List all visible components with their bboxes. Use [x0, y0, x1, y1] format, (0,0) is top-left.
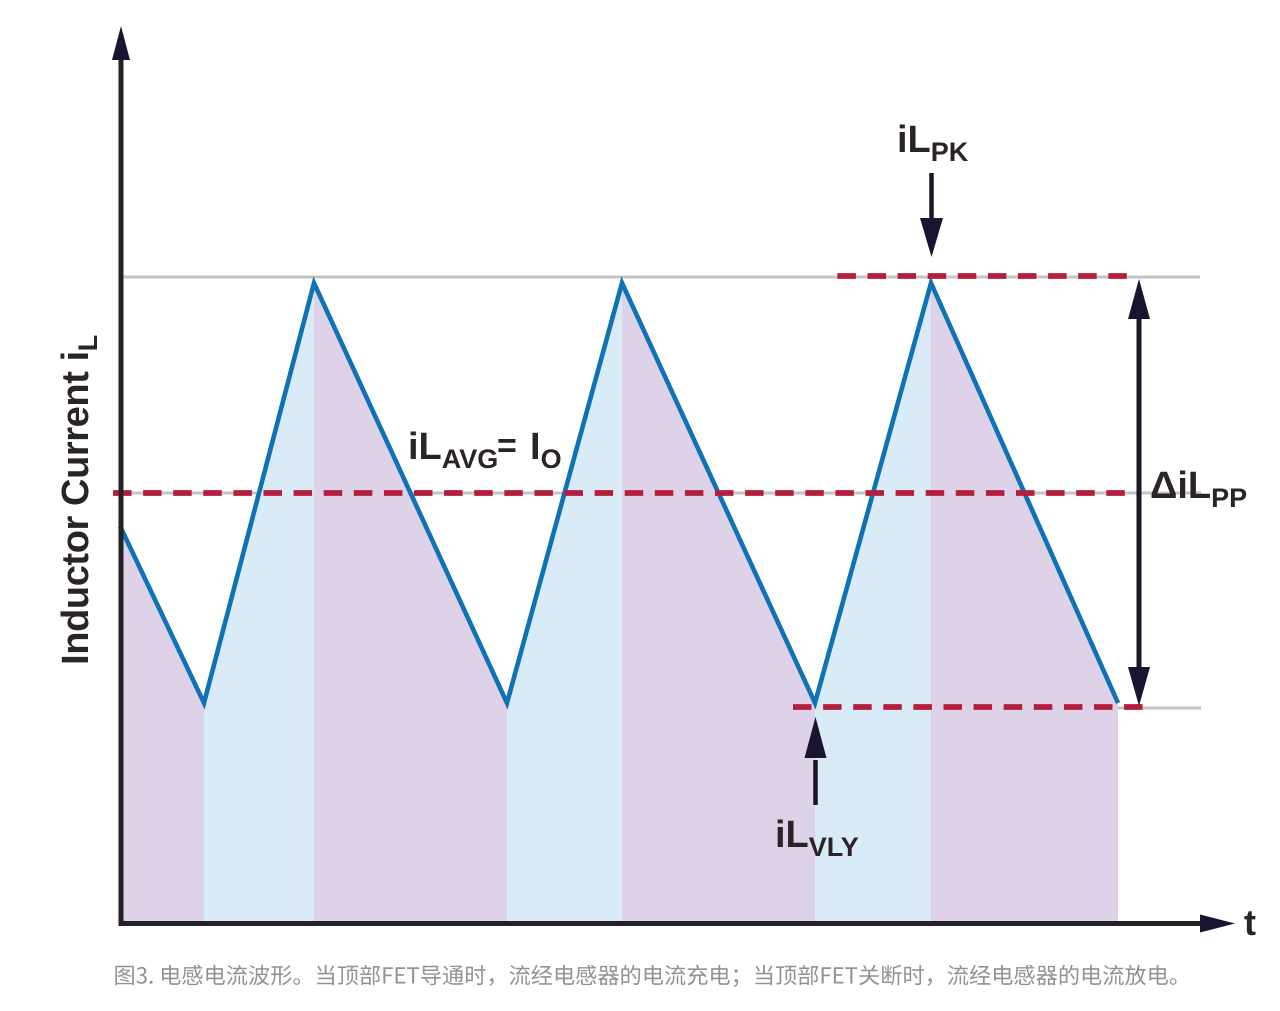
svg-text:=: =	[497, 427, 517, 465]
svg-text:t: t	[1244, 902, 1256, 943]
svg-text:Inductor Current iL: Inductor Current iL	[55, 335, 103, 665]
